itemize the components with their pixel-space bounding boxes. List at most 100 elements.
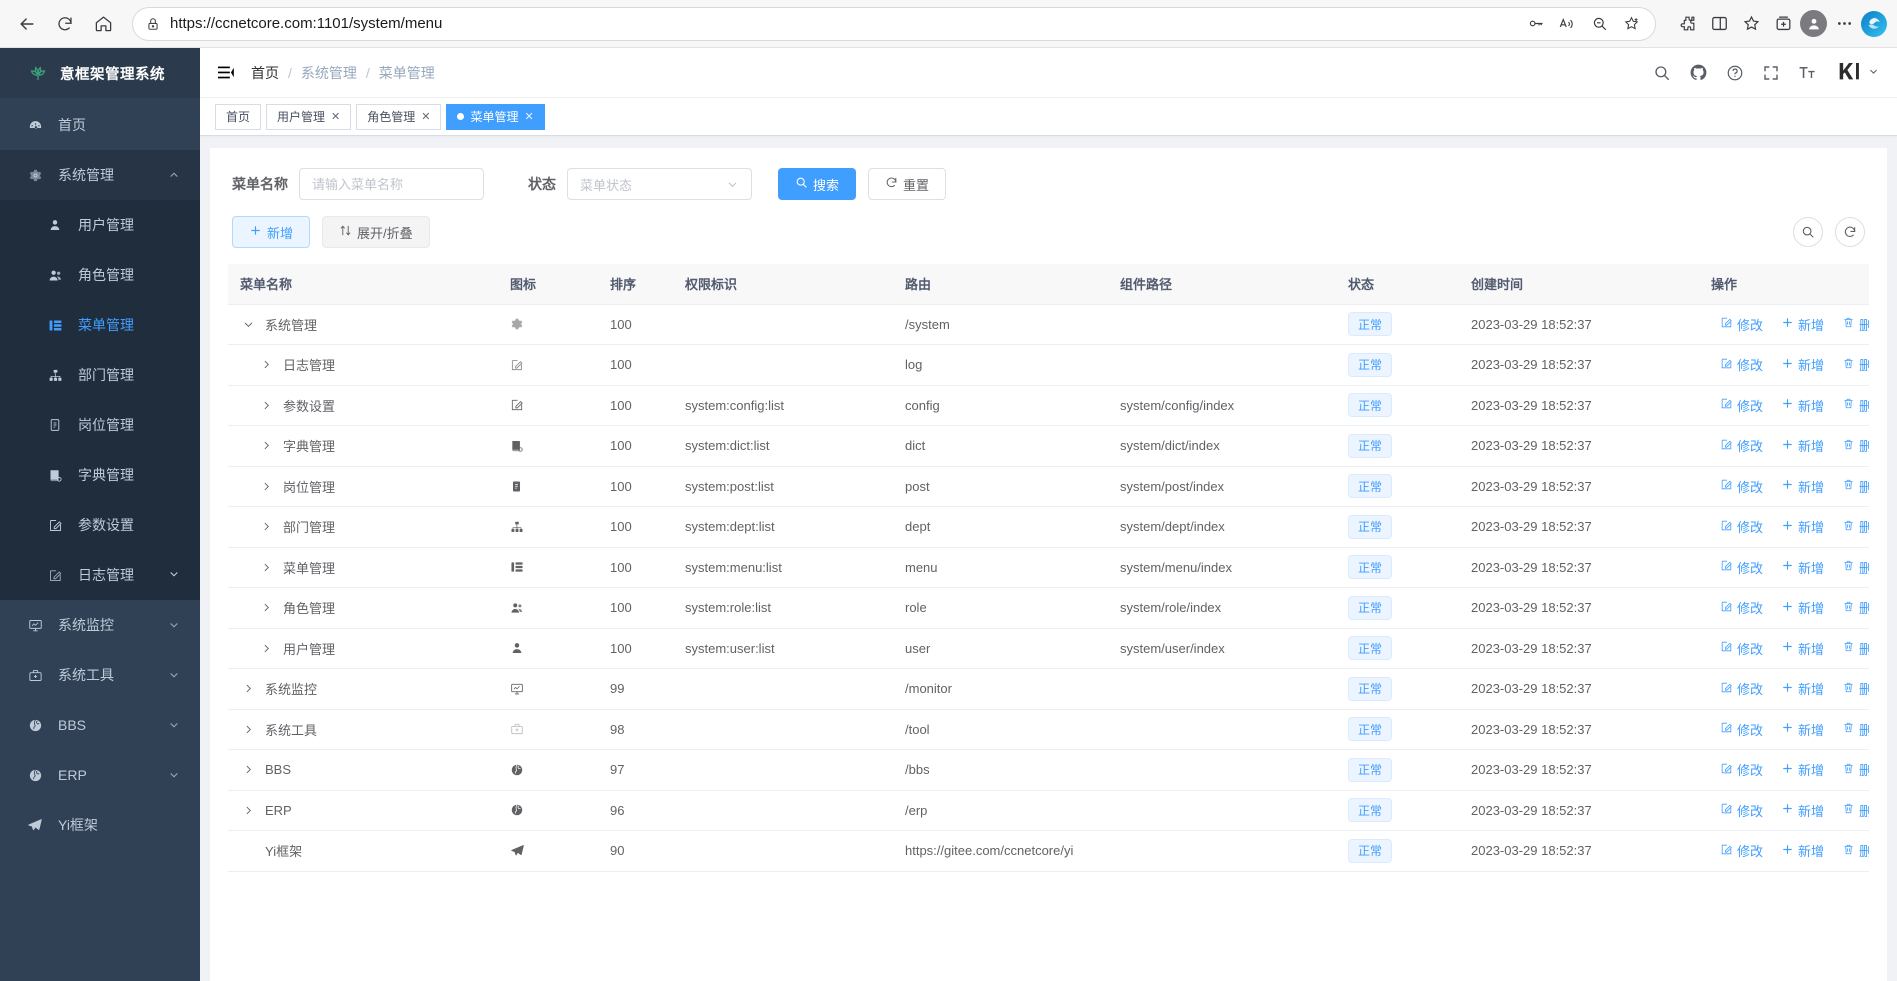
delete-link[interactable]: 删除: [1833, 760, 1869, 779]
edit-link[interactable]: 修改: [1711, 315, 1772, 334]
add-link[interactable]: 新增: [1772, 517, 1833, 536]
add-link[interactable]: 新增: [1772, 598, 1833, 617]
expand-collapse-button[interactable]: 展开/折叠: [322, 216, 430, 248]
sidebar-item-param-settings[interactable]: 参数设置: [0, 500, 200, 550]
collections-icon[interactable]: [1768, 9, 1798, 39]
delete-link[interactable]: 删除: [1833, 598, 1869, 617]
sidebar-item-erp[interactable]: ERP: [0, 750, 200, 800]
add-favorite-icon[interactable]: [1616, 9, 1646, 39]
add-link[interactable]: 新增: [1772, 315, 1833, 334]
add-link[interactable]: 新增: [1772, 760, 1833, 779]
fullscreen-icon[interactable]: [1762, 64, 1780, 82]
reload-icon[interactable]: [48, 7, 82, 41]
delete-link[interactable]: 删除: [1833, 801, 1869, 820]
add-link[interactable]: 新增: [1772, 720, 1833, 739]
edit-link[interactable]: 修改: [1711, 477, 1772, 496]
back-arrow-icon[interactable]: [10, 7, 44, 41]
extensions-icon[interactable]: [1672, 9, 1702, 39]
sidebar-item-bbs[interactable]: BBS: [0, 700, 200, 750]
edit-link[interactable]: 修改: [1711, 639, 1772, 658]
tree-caret-closed-icon[interactable]: [258, 400, 274, 411]
tree-caret-closed-icon[interactable]: [258, 643, 274, 654]
delete-link[interactable]: 删除: [1833, 639, 1869, 658]
font-size-icon[interactable]: [1798, 63, 1817, 82]
delete-link[interactable]: 删除: [1833, 679, 1869, 698]
add-link[interactable]: 新增: [1772, 679, 1833, 698]
add-link[interactable]: 新增: [1772, 436, 1833, 455]
tree-caret-open-icon[interactable]: [240, 319, 256, 330]
home-icon[interactable]: [86, 7, 120, 41]
sidebar-item-dept-management[interactable]: 部门管理: [0, 350, 200, 400]
edit-link[interactable]: 修改: [1711, 558, 1772, 577]
reset-button[interactable]: 重置: [868, 168, 947, 200]
sidebar-item-role-management[interactable]: 角色管理: [0, 250, 200, 300]
delete-link[interactable]: 删除: [1833, 396, 1869, 415]
edit-link[interactable]: 修改: [1711, 396, 1772, 415]
edit-link[interactable]: 修改: [1711, 760, 1772, 779]
tree-caret-closed-icon[interactable]: [258, 359, 274, 370]
address-bar[interactable]: https://ccnetcore.com:1101/system/menu: [132, 6, 1656, 41]
add-link[interactable]: 新增: [1772, 355, 1833, 374]
tree-caret-closed-icon[interactable]: [240, 764, 256, 775]
tree-caret-closed-icon[interactable]: [258, 440, 274, 451]
hamburger-menu-icon[interactable]: [216, 63, 235, 82]
delete-link[interactable]: 删除: [1833, 477, 1869, 496]
tree-caret-closed-icon[interactable]: [240, 683, 256, 694]
search-icon[interactable]: [1653, 64, 1671, 82]
sidebar-item-system-management[interactable]: 系统管理: [0, 150, 200, 200]
delete-link[interactable]: 删除: [1833, 315, 1869, 334]
tree-caret-closed-icon[interactable]: [258, 562, 274, 573]
add-link[interactable]: 新增: [1772, 801, 1833, 820]
add-button[interactable]: 新增: [232, 216, 311, 248]
status-select[interactable]: 菜单状态: [567, 168, 752, 200]
edit-link[interactable]: 修改: [1711, 720, 1772, 739]
tab-role-management[interactable]: 角色管理 ✕: [356, 103, 442, 130]
edit-link[interactable]: 修改: [1711, 355, 1772, 374]
delete-link[interactable]: 删除: [1833, 355, 1869, 374]
delete-link[interactable]: 删除: [1833, 558, 1869, 577]
edit-link[interactable]: 修改: [1711, 841, 1772, 860]
tab-menu-management[interactable]: 菜单管理 ✕: [446, 103, 545, 130]
edit-link[interactable]: 修改: [1711, 679, 1772, 698]
key-icon[interactable]: [1520, 9, 1550, 39]
tree-caret-closed-icon[interactable]: [240, 805, 256, 816]
close-icon[interactable]: ✕: [524, 111, 534, 123]
delete-link[interactable]: 删除: [1833, 841, 1869, 860]
search-toggle-icon[interactable]: [1793, 217, 1824, 247]
sidebar-item-post-management[interactable]: 岗位管理: [0, 400, 200, 450]
delete-link[interactable]: 删除: [1833, 517, 1869, 536]
menu-name-input[interactable]: [299, 168, 484, 200]
sidebar-item-home[interactable]: 首页: [0, 100, 200, 150]
zoom-out-icon[interactable]: [1584, 9, 1614, 39]
sidebar-item-menu-management[interactable]: 菜单管理: [0, 300, 200, 350]
sidebar-item-dict-management[interactable]: 字典管理: [0, 450, 200, 500]
refresh-icon[interactable]: [1835, 217, 1866, 247]
edit-link[interactable]: 修改: [1711, 801, 1772, 820]
sidebar-item-system-tools[interactable]: 系统工具: [0, 650, 200, 700]
sidebar-item-log-management[interactable]: 日志管理: [0, 550, 200, 600]
tab-user-management[interactable]: 用户管理 ✕: [266, 103, 352, 130]
close-icon[interactable]: ✕: [421, 111, 431, 123]
github-icon[interactable]: [1689, 63, 1708, 82]
read-aloud-icon[interactable]: [1552, 9, 1582, 39]
help-icon[interactable]: [1726, 64, 1744, 82]
close-icon[interactable]: ✕: [331, 111, 341, 123]
edit-link[interactable]: 修改: [1711, 436, 1772, 455]
add-link[interactable]: 新增: [1772, 477, 1833, 496]
add-link[interactable]: 新增: [1772, 639, 1833, 658]
tree-caret-closed-icon[interactable]: [240, 724, 256, 735]
search-button[interactable]: 搜索: [778, 168, 857, 200]
delete-link[interactable]: 删除: [1833, 436, 1869, 455]
split-screen-icon[interactable]: [1704, 9, 1734, 39]
sidebar-item-system-monitor[interactable]: 系统监控: [0, 600, 200, 650]
edit-link[interactable]: 修改: [1711, 598, 1772, 617]
brand[interactable]: 意框架管理系统: [0, 48, 200, 98]
settings-more-icon[interactable]: [1829, 9, 1859, 39]
copilot-icon[interactable]: [1861, 10, 1887, 37]
tree-caret-closed-icon[interactable]: [258, 481, 274, 492]
add-link[interactable]: 新增: [1772, 396, 1833, 415]
tree-caret-closed-icon[interactable]: [258, 521, 274, 532]
sidebar-item-yi-framework[interactable]: Yi框架: [0, 800, 200, 850]
add-link[interactable]: 新增: [1772, 841, 1833, 860]
profile-avatar-icon[interactable]: [1800, 10, 1827, 37]
